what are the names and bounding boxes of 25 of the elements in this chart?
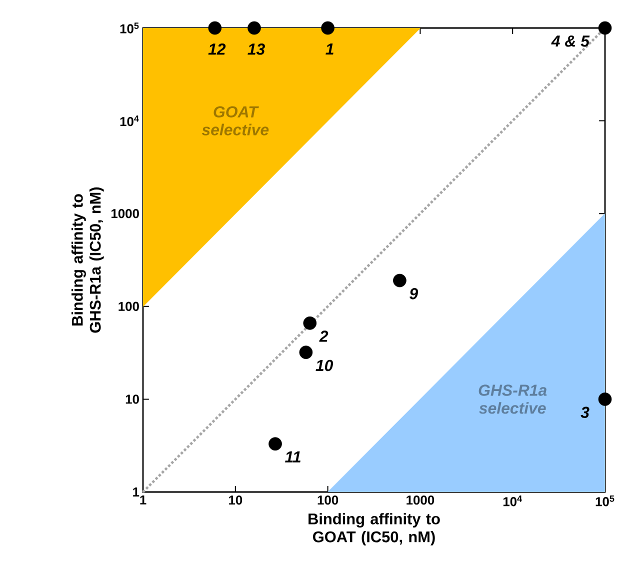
annotation: 4 & 5 [551, 36, 590, 47]
y-tick-label: 100 [118, 302, 139, 311]
annotation: 10 [316, 360, 334, 372]
y-tick-label: 10$^{4}$ [120, 115, 139, 126]
y-tick-label: 10 [126, 394, 139, 404]
x-tick-label: 10 [229, 496, 242, 505]
x-tick-label: 10$^{4}$ [503, 496, 522, 506]
series-label: GOAT selective [202, 106, 269, 136]
annotation: 9 [410, 288, 418, 300]
y-tick-label: 1000 [111, 209, 139, 218]
series-label: GHS-R1a selective [478, 384, 547, 414]
x-axis-title: Binding affinity to GOAT (IC50, nM) [308, 513, 440, 546]
x-tick-label: 100 [318, 496, 338, 505]
annotation: 1 [326, 44, 334, 54]
annotation: 3 [580, 406, 590, 418]
annotation: 12 [208, 44, 226, 55]
y-tick-label: 1 [133, 488, 140, 496]
annotation: 13 [248, 44, 265, 55]
x-tick-label: 10$^{5}$ [596, 496, 614, 506]
x-tick-label: 1000 [406, 496, 434, 505]
annotation: 11 [285, 451, 300, 462]
y-tick-label: 10$^{5}$ [120, 22, 139, 34]
annotation: 2 [319, 330, 328, 342]
x-tick-label: 1 [140, 496, 146, 504]
y-axis-title: Binding affinity to GHS-R1a (IC50, nM) [72, 187, 104, 333]
